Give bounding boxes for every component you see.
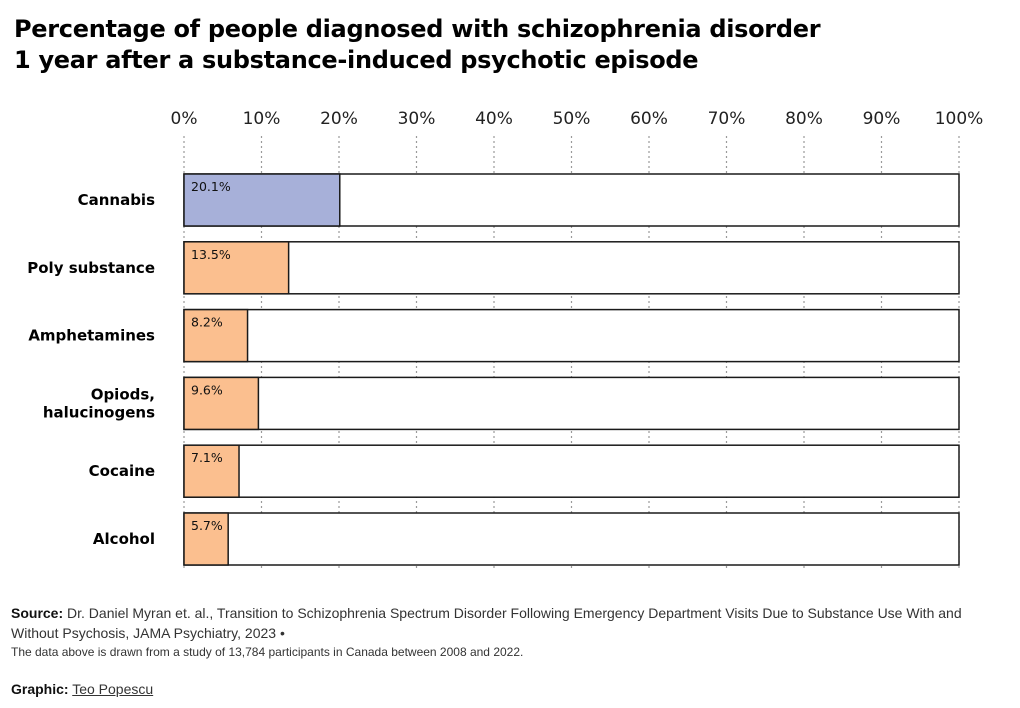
category-label: Cocaine [89, 462, 155, 480]
source-text: Dr. Daniel Myran et. al., Transition to … [11, 605, 962, 641]
category-label: Poly substance [27, 259, 155, 277]
x-tick-label: 0% [171, 109, 198, 129]
x-tick-label: 70% [708, 109, 746, 129]
bar-track [183, 444, 960, 498]
bar-track [183, 308, 960, 363]
credit-link[interactable]: Teo Popescu [72, 681, 154, 697]
bar [183, 376, 260, 431]
chart-title-line-2: 1 year after a substance-induced psychot… [14, 46, 699, 74]
chart-title-line-1: Percentage of people diagnosed with schi… [14, 15, 821, 43]
bar [183, 444, 240, 498]
category-label: Cannabis [78, 191, 155, 209]
x-tick-label: 100% [935, 109, 984, 129]
bar [183, 308, 249, 363]
data-label: 13.5% [191, 247, 231, 262]
x-tick-label: 60% [630, 109, 668, 129]
bar-track [183, 376, 960, 431]
bar-chart: 0% 10% 20% 30% 40% 50% 60% 70% 80% 90% 100% 20.1% 1… [27, 109, 984, 568]
category-labels: Cannabis Poly substance Amphetamines Opiods… [27, 191, 155, 548]
data-label: 20.1% [191, 179, 231, 194]
data-note: The data above is drawn from a study of … [11, 645, 524, 659]
bar [183, 241, 290, 295]
x-tick-label: 50% [553, 109, 591, 129]
bar [183, 173, 341, 227]
data-label: 5.7% [191, 518, 223, 533]
bar [183, 512, 229, 566]
x-tick-label: 90% [863, 109, 901, 129]
category-label: Amphetamines [28, 327, 155, 345]
x-axis-ticks: 0% 10% 20% 30% 40% 50% 60% 70% 80% 90% 100% [171, 109, 984, 129]
graphic-credit: Graphic: Teo Popescu [11, 681, 1009, 697]
category-label: Opiods, [91, 385, 155, 403]
x-tick-label: 10% [243, 109, 281, 129]
chart-title: Percentage of people diagnosed with schi… [14, 14, 821, 76]
category-label: halucinogens [43, 403, 155, 421]
bar-track [183, 512, 960, 566]
bar-track [183, 241, 960, 295]
source-label: Source: [11, 605, 64, 621]
category-label: Alcohol [93, 530, 155, 548]
data-label: 7.1% [191, 450, 223, 465]
x-tick-label: 20% [320, 109, 358, 129]
x-tick-label: 40% [475, 109, 513, 129]
data-label: 9.6% [191, 382, 223, 397]
x-tick-label: 30% [398, 109, 436, 129]
bars: 20.1% 13.5% 8.2% 9.6% 7.1% 5.7% [183, 173, 960, 566]
credit-label: Graphic: [11, 681, 69, 697]
source-note: Source: Dr. Daniel Myran et. al., Transi… [11, 603, 1009, 643]
data-label: 8.2% [191, 315, 223, 330]
x-tick-label: 80% [785, 109, 823, 129]
